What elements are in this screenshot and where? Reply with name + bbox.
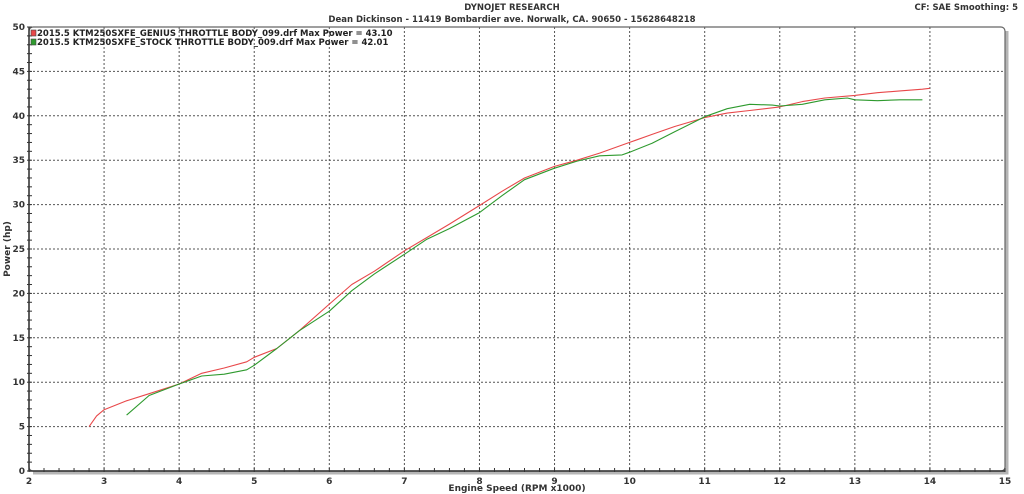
- chart-title: DYNOJET RESEARCH: [464, 3, 560, 13]
- axis-ticks: [27, 26, 1006, 472]
- genius-throttle-body-curve: [88, 87, 930, 427]
- y-tick-label: 25: [12, 245, 25, 255]
- x-tick-label: 14: [924, 477, 937, 487]
- x-tick-label: 12: [774, 477, 787, 487]
- y-axis-tick-labels: 0 5 10 15 20 25 30 35 40 45 50: [12, 23, 25, 477]
- y-tick-label: 10: [12, 378, 25, 388]
- y-tick-label: 20: [12, 289, 25, 299]
- x-tick-label: 7: [401, 477, 407, 487]
- correction-settings: CF: SAE Smoothing: 5: [914, 3, 1019, 13]
- x-axis-tick-labels: 2 3 4 5 6 7 8 9 10 11 12 13 14 15: [26, 477, 1011, 487]
- chart-subtitle: Dean Dickinson - 11419 Bombardier ave. N…: [328, 15, 696, 25]
- x-axis-title: Engine Speed (RPM x1000): [448, 484, 585, 494]
- x-tick-label: 10: [623, 477, 636, 487]
- plot-frame-shadow: [33, 31, 1009, 475]
- y-tick-label: 30: [12, 201, 25, 211]
- x-tick-label: 15: [999, 477, 1012, 487]
- x-tick-label: 11: [698, 477, 711, 487]
- legend-swatch-genius: [30, 29, 37, 37]
- y-tick-label: 50: [12, 23, 25, 33]
- power-curves: [88, 87, 930, 427]
- x-tick-label: 4: [176, 477, 182, 487]
- x-tick-label: 9: [551, 477, 557, 487]
- x-tick-label: 5: [251, 477, 257, 487]
- y-tick-label: 5: [19, 423, 25, 433]
- legend-swatch-stock: [30, 38, 37, 46]
- legend: 2015.5 KTM250SXFE_GENIUS THROTTLE BODY_0…: [30, 29, 393, 48]
- x-tick-label: 13: [849, 477, 862, 487]
- y-tick-label: 45: [12, 67, 25, 77]
- grid-lines: [29, 27, 1005, 471]
- x-tick-label: 8: [476, 477, 482, 487]
- x-tick-label: 2: [26, 477, 32, 487]
- frame-shadow-edge: [33, 31, 1009, 475]
- y-axis-title: Power (hp): [3, 221, 13, 277]
- legend-label-genius: 2015.5 KTM250SXFE_GENIUS THROTTLE BODY_0…: [37, 29, 393, 39]
- legend-label-stock: 2015.5 KTM250SXFE_STOCK THROTTLE BODY_00…: [37, 38, 388, 48]
- y-tick-label: 40: [12, 112, 25, 122]
- y-tick-label: 0: [19, 467, 25, 477]
- y-tick-label: 35: [12, 156, 25, 166]
- x-tick-label: 6: [326, 477, 332, 487]
- y-tick-label: 15: [12, 334, 25, 344]
- stock-throttle-body-curve: [126, 97, 923, 416]
- x-tick-label: 3: [101, 477, 107, 487]
